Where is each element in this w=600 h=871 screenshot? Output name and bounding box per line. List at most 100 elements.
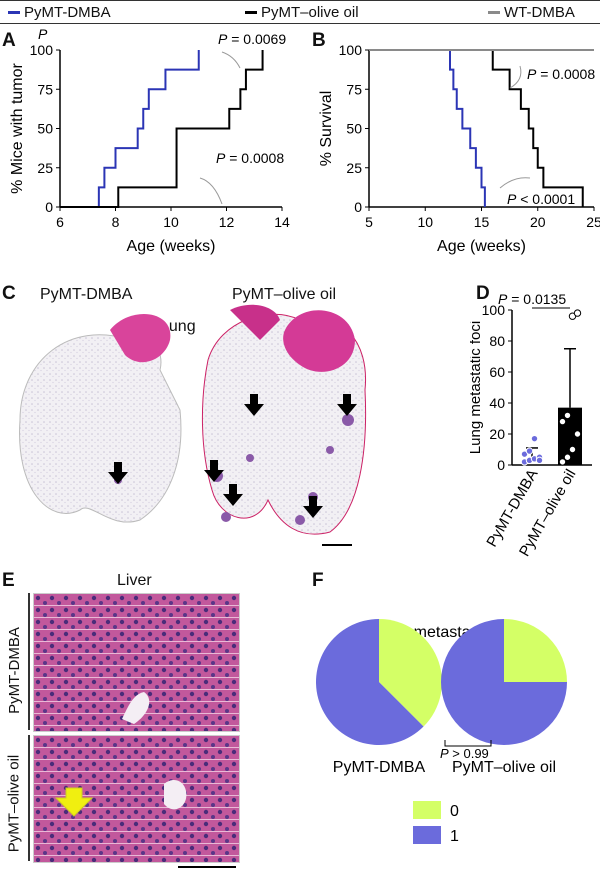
panel-label-d: D [476, 283, 490, 304]
panel-e-row1-wrap: PyMT-DMBA [2, 600, 26, 740]
scale-bar [178, 866, 236, 868]
chart-a-y-tick-label: 75 [37, 81, 53, 97]
panel-label-e: E [2, 570, 15, 591]
chart-d-y-tick-label: 100 [482, 302, 506, 318]
panel-c-right-label: PyMT–olive oil [232, 286, 337, 303]
divider [28, 735, 30, 861]
chart-d-y-tick-label: 60 [489, 364, 505, 380]
chart-b-p-value-1: P = 0.0008 [527, 66, 595, 82]
chart-a-x-axis-title: Age (weeks) [127, 238, 216, 255]
chart-b-series-line-0 [369, 49, 486, 207]
chart-a-y-axis-title: % Mice with tumor [9, 62, 26, 193]
legend-swatch [488, 11, 500, 14]
chart-d-p-value: P = 0.0135 [498, 291, 566, 307]
arrow-icon [108, 462, 128, 484]
chart-b-x-tick-label: 25 [586, 214, 600, 230]
chart-b-y-tick-label: 0 [354, 199, 362, 215]
chart-b-series-line-1 [369, 49, 584, 207]
legend-label: WT-DMBA [504, 4, 575, 21]
chart-f-pie-label: PyMT-DMBA [333, 759, 426, 776]
chart-d-point [558, 417, 567, 426]
chart-f-p-value: P > 0.99 [440, 746, 489, 761]
chart-d-y-tick-label: 20 [489, 426, 505, 442]
chart-d-y-tick-label: 80 [489, 333, 505, 349]
legend-label: PyMT-DMBA [24, 4, 111, 21]
arrow-icon [54, 787, 94, 817]
panel-label-f: F [312, 570, 324, 591]
panel-label-c: C [2, 283, 16, 304]
legend-item-oil: PyMT–olive oil [245, 4, 359, 21]
legend-swatch [8, 11, 20, 14]
divider [28, 593, 30, 730]
chart-f-bracket [444, 740, 492, 747]
arrow-icon [223, 484, 243, 506]
arrow-icon [204, 460, 224, 482]
chart-a-bracket [221, 51, 241, 69]
chart-d-y-axis-title: Lung metastatic foci [470, 321, 484, 454]
heart-tissue [110, 313, 171, 363]
chart-a-y-tick-label: 50 [37, 121, 53, 137]
chart-b-x-tick-label: 5 [365, 214, 373, 230]
chart-a-series-line-0 [60, 50, 200, 208]
panel-c-left-label: PyMT-DMBA [40, 286, 133, 303]
chart-b-x-tick-label: 10 [417, 214, 433, 230]
chart-a-plot-area: 0 25 50 75 100 6 8 10 12 14 Age (weeks) % Mice with… [9, 31, 290, 255]
chart-b-x-axis-title: Age (weeks) [437, 238, 526, 255]
chart-a-p-value-2: P = 0.0008 [216, 150, 284, 166]
chart-b-bracket [499, 177, 531, 189]
chart-b: 0 25 50 75 100 5 10 15 20 25 Age (weeks) % Survival… [318, 42, 600, 255]
chart-d-point [573, 309, 582, 317]
chart-a-series-line-1 [60, 50, 264, 208]
panel-label-b: B [312, 30, 326, 51]
chart-b-x-tick-label: 15 [474, 214, 490, 230]
chart-a-y-tick-label: 100 [30, 42, 54, 58]
chart-b-plot-area: 0 25 50 75 100 5 10 15 20 25 Age (weeks) % Survival… [318, 42, 600, 255]
chart-a-y-tick-label: 25 [37, 160, 53, 176]
chart-f-legend-label: 1 [450, 828, 459, 845]
chart-a-p-label-1: P [38, 28, 48, 42]
chart-a-x-tick-label: 8 [112, 214, 120, 230]
chart-a-x-tick-label: 10 [163, 214, 179, 230]
chart-a-x-tick-label: 14 [274, 214, 290, 230]
chart-b-x-tick-label: 20 [530, 214, 546, 230]
chart-b-y-tick-label: 25 [346, 160, 362, 176]
chart-d-point [535, 456, 544, 465]
chart-b-y-tick-label: 75 [346, 81, 362, 97]
chart-f-pie-slice [316, 619, 424, 745]
chart-a: 0 25 50 75 100 6 8 10 12 14 Age (weeks) % Mice with… [9, 28, 290, 255]
chart-d-point [530, 434, 539, 443]
chart-a-x-tick-label: 12 [219, 214, 235, 230]
panel-e-title: Liver [117, 572, 152, 589]
arrow-icon [244, 394, 264, 416]
chart-f-pie-slice [504, 619, 567, 682]
chart-d-point [558, 458, 567, 466]
panel-e-row2-label: PyMT–olive oil [5, 754, 23, 852]
chart-a-y-tick-label: 0 [45, 199, 53, 215]
chart-f-pie-slice [379, 619, 442, 727]
panel-e-row2-wrap: PyMT–olive oil [2, 738, 26, 868]
chart-f-pie-slice [441, 619, 567, 745]
chart-d-point [563, 453, 572, 461]
arrow-icon [337, 394, 357, 416]
chart-a-bracket [199, 177, 223, 205]
chart-d-y-tick-label: 0 [497, 457, 505, 473]
panel-label-a: A [2, 30, 16, 51]
chart-b-y-tick-label: 50 [346, 121, 362, 137]
chart-a-p-value-1: P = 0.0069 [218, 31, 286, 47]
chart-b-y-axis-title: % Survival [318, 91, 335, 167]
chart-d-point [573, 430, 582, 438]
chart-a-x-tick-label: 6 [56, 214, 64, 230]
arrow-icon [303, 496, 323, 518]
chart-b-p-value-2: P < 0.0001 [507, 191, 575, 207]
chart-f-legend-swatch [413, 826, 441, 844]
chart-b-y-tick-label: 100 [339, 42, 363, 58]
heart-tissue [283, 310, 355, 372]
chart-d-y-tick-label: 40 [489, 395, 505, 411]
liver-histology-dmba-image [33, 593, 240, 732]
legend-label: PyMT–olive oil [261, 4, 359, 21]
legend-swatch [245, 11, 257, 14]
legend-item-dmba: PyMT-DMBA [8, 4, 111, 21]
